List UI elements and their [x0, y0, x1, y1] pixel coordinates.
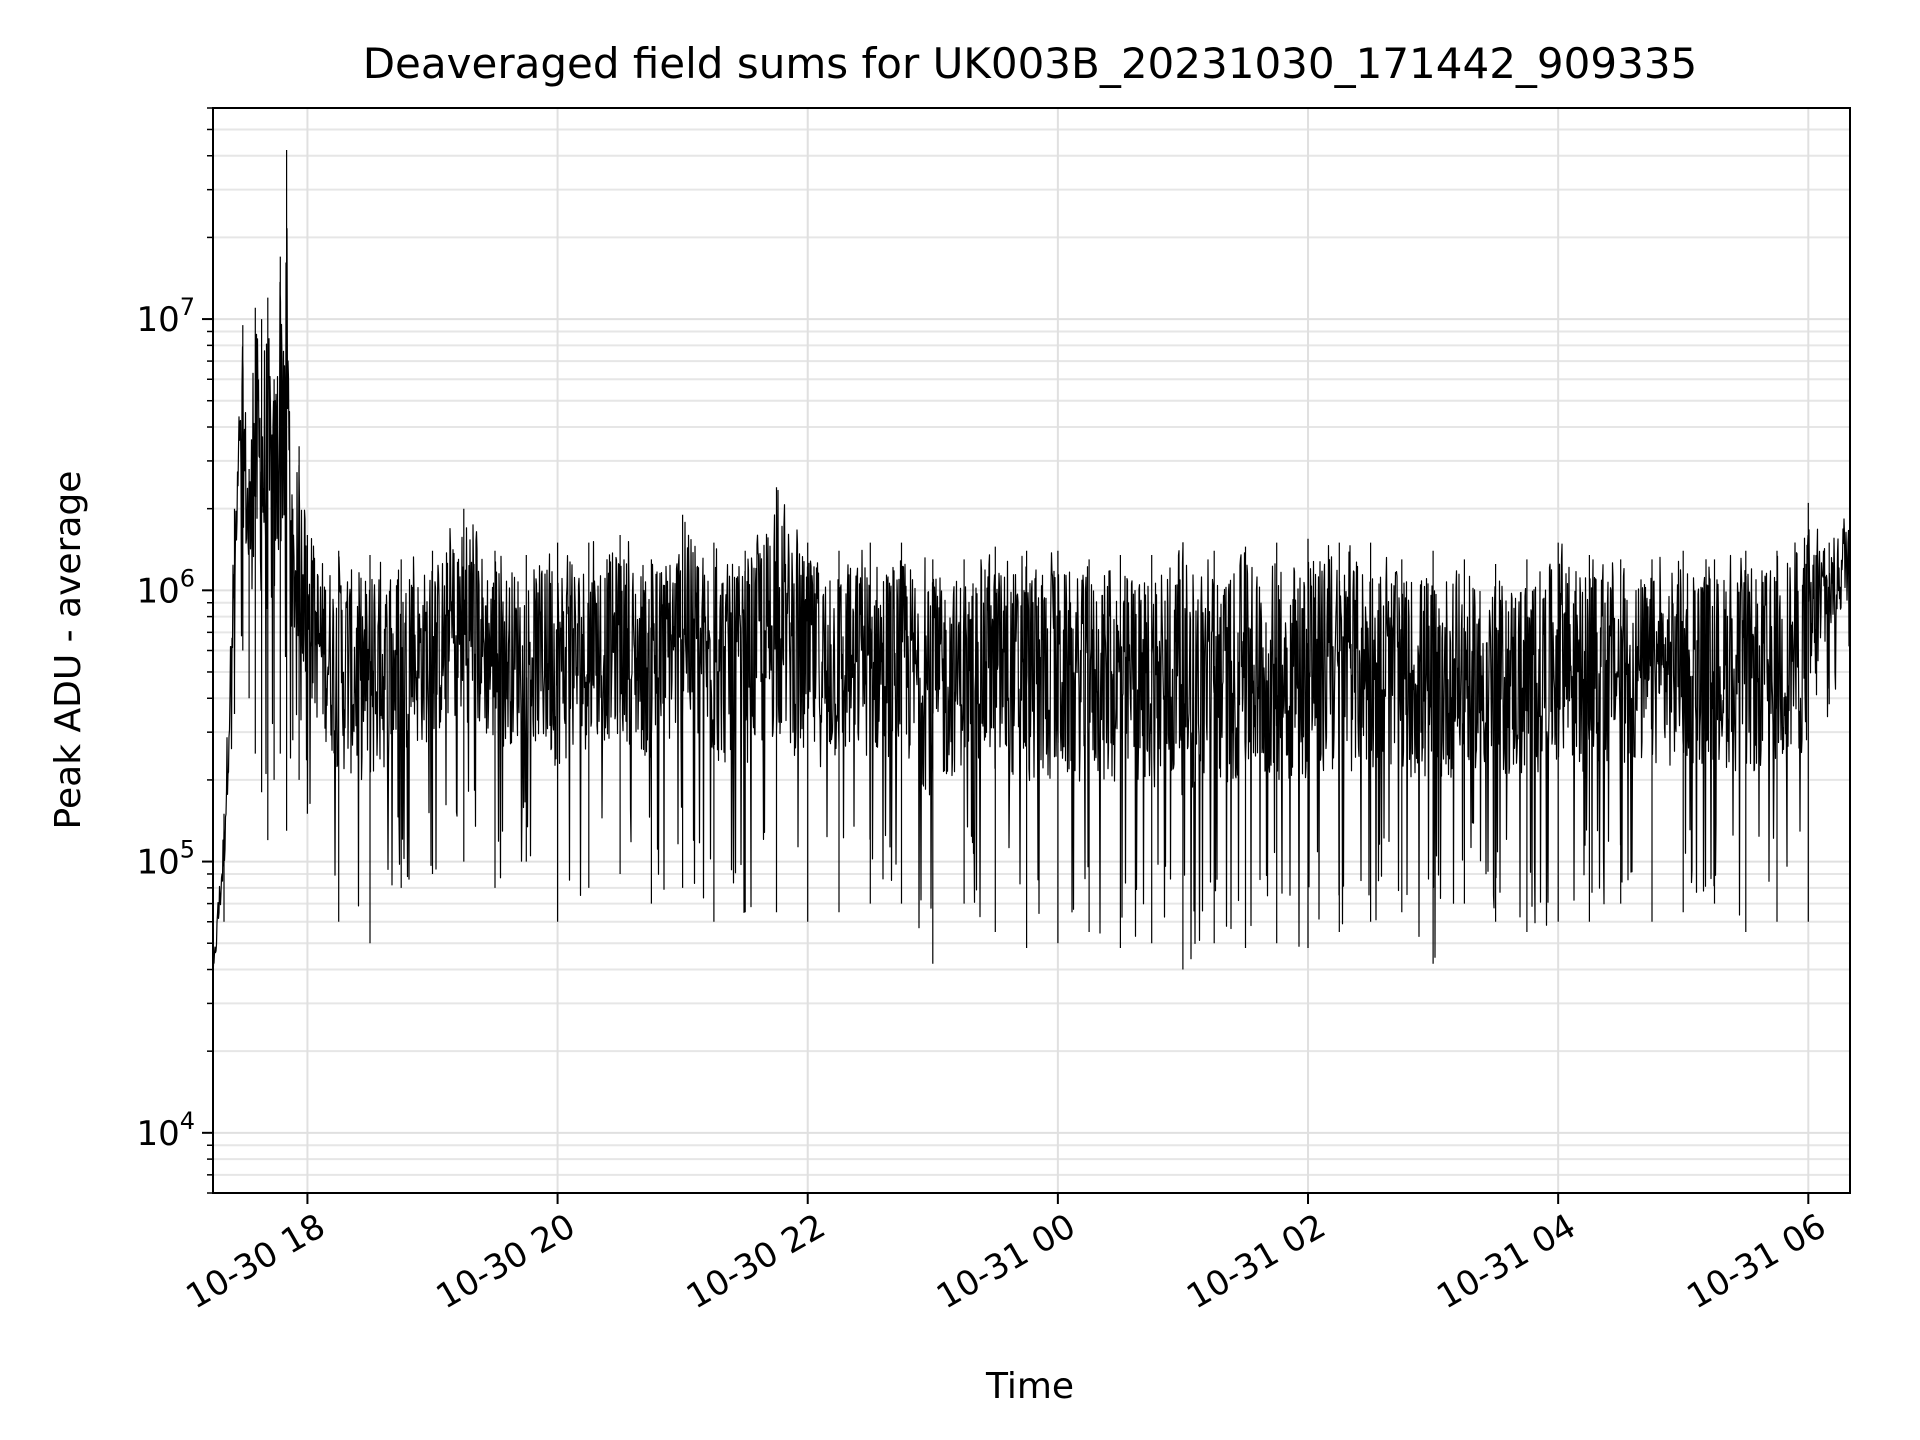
y-tick-label: 106 [136, 564, 195, 611]
y-tick-label: 105 [136, 836, 195, 883]
grid-lines [213, 107, 1850, 1194]
chart-title: Deaveraged field sums for UK003B_2023103… [363, 39, 1698, 88]
y-axis-ticks: 104 105 106 107 [136, 107, 213, 1194]
series-trace [212, 150, 1851, 996]
x-axis-label: Time [985, 1366, 1074, 1407]
y-tick-label: 104 [136, 1107, 195, 1154]
y-tick-label: 107 [136, 293, 195, 340]
series-line [212, 150, 1851, 996]
y-axis-label: Peak ADU - average [48, 471, 89, 830]
